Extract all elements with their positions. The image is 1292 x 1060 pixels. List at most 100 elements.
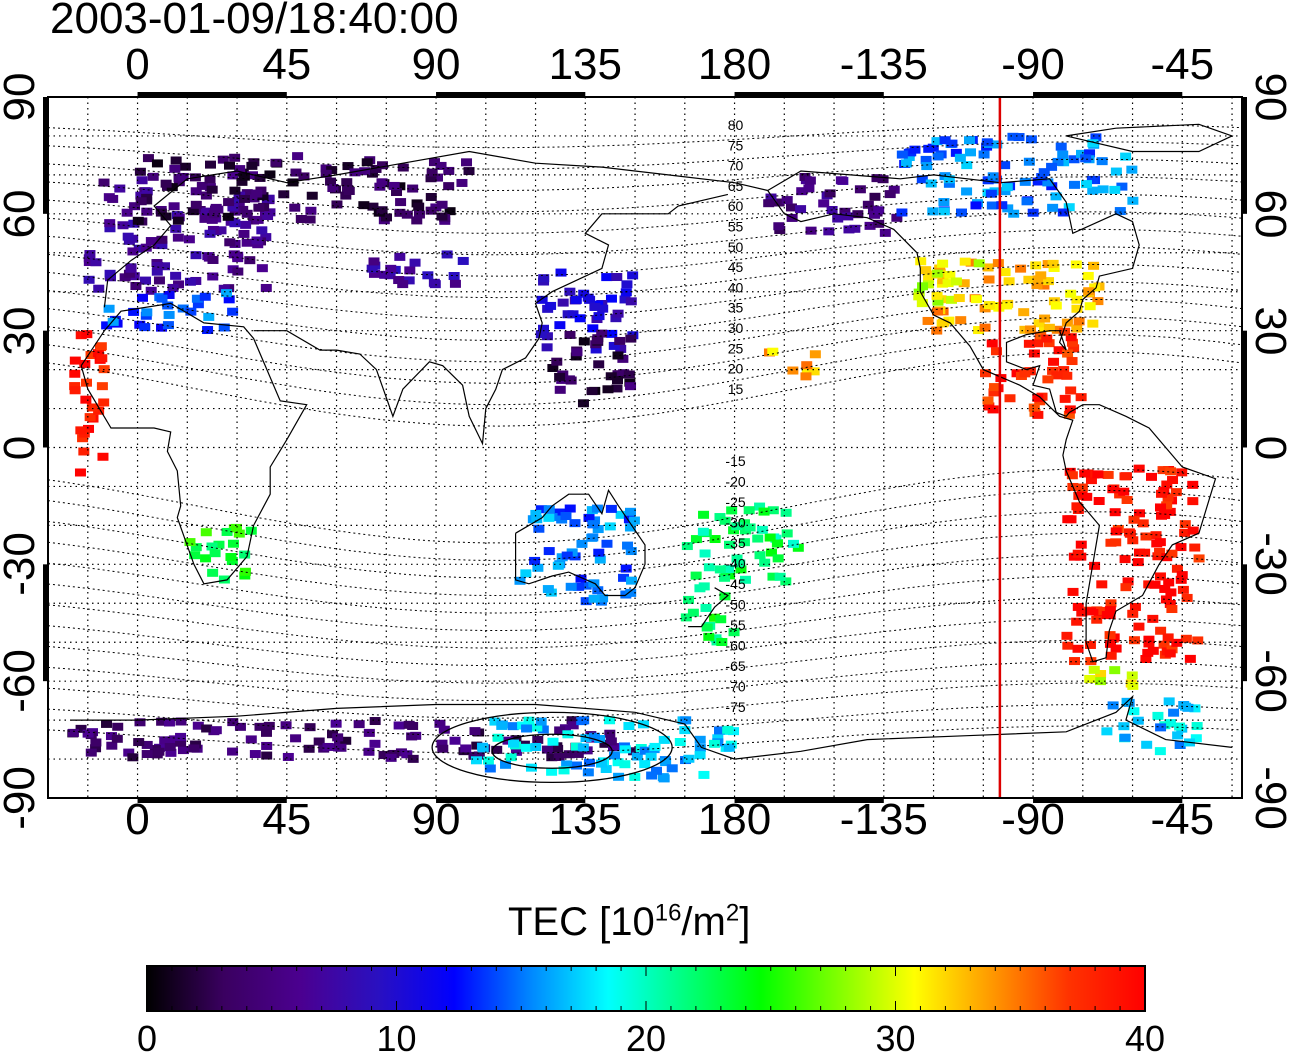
tec-cell	[156, 241, 168, 250]
tec-cell	[699, 549, 711, 558]
tec-cell	[999, 187, 1011, 196]
tec-cell	[1076, 149, 1088, 158]
tec-cell	[1171, 564, 1183, 573]
tec-cell	[489, 717, 501, 726]
tec-cell	[190, 187, 202, 196]
tec-cell	[173, 178, 185, 187]
tec-cell	[366, 264, 378, 273]
tec-cell	[541, 343, 553, 352]
tec-cell	[923, 144, 935, 153]
tec-cell	[90, 738, 102, 747]
tec-cell	[628, 516, 640, 525]
tec-cell	[715, 615, 727, 624]
tec-cell	[832, 214, 844, 223]
tec-cell	[917, 282, 929, 291]
tec-cell	[787, 366, 799, 375]
tec-cell	[1191, 722, 1203, 731]
tec-cell	[85, 351, 97, 360]
tec-cell	[932, 307, 944, 316]
tec-cell	[657, 773, 669, 782]
tec-cell	[623, 370, 635, 379]
tec-cell	[1030, 261, 1042, 270]
tec-cell	[801, 361, 813, 370]
tec-cell	[192, 721, 204, 730]
tec-cell	[1155, 626, 1167, 635]
tec-cell	[75, 426, 87, 435]
tec-cell	[938, 318, 950, 327]
magnetic-latitude-curve	[47, 725, 1243, 754]
tec-cell	[944, 270, 956, 279]
tec-cell	[1008, 209, 1020, 218]
tec-cell	[1120, 583, 1132, 592]
tec-cell	[601, 273, 613, 282]
tec-cell	[580, 581, 592, 590]
coastline	[688, 587, 729, 628]
colorbar-tick-label: 40	[1124, 1018, 1166, 1059]
tec-cell	[172, 216, 184, 225]
tec-cell	[1123, 528, 1135, 537]
tec-cell	[82, 729, 94, 738]
tec-cell	[1149, 580, 1161, 589]
tec-cell	[142, 154, 154, 163]
left-latitude-tick-label: -60	[0, 649, 44, 713]
tec-cell	[1165, 588, 1177, 597]
tec-cell	[206, 215, 218, 224]
tec-cell	[1032, 339, 1044, 348]
tec-cell	[1107, 701, 1119, 710]
tec-cell	[780, 577, 792, 586]
tec-cell	[1121, 495, 1133, 504]
tec-cell	[1063, 203, 1075, 212]
tec-cell	[1072, 644, 1084, 653]
tec-cell	[590, 345, 602, 354]
tec-cell	[225, 553, 237, 562]
tec-cell	[436, 200, 448, 209]
tec-cell	[943, 179, 955, 188]
tec-cell	[738, 519, 750, 528]
tec-cell	[409, 258, 421, 267]
tec-cell	[160, 212, 172, 221]
tec-cell	[1038, 281, 1050, 290]
tec-cell	[1168, 708, 1180, 717]
tec-cell	[923, 273, 935, 282]
tec-cell	[731, 554, 743, 563]
top-longitude-tick-label: -90	[1001, 40, 1065, 89]
tec-cell	[156, 235, 168, 244]
tec-cell	[535, 505, 547, 514]
tec-cell	[1080, 180, 1092, 189]
magnetic-latitude-label: 20	[728, 361, 744, 377]
tec-cell	[104, 269, 116, 278]
colorbar-title: TEC [1016/m2]	[508, 899, 751, 944]
magnetic-latitude-label: 80	[728, 117, 744, 133]
tec-cell	[1110, 527, 1122, 536]
tec-cell	[541, 332, 553, 341]
tec-cell	[961, 187, 973, 196]
tec-cell	[719, 516, 731, 525]
tec-cell	[1128, 707, 1140, 716]
tec-cell	[135, 197, 147, 206]
tec-cell	[879, 228, 891, 237]
top-longitude-tick-label: -135	[839, 40, 928, 89]
tec-cell	[69, 369, 81, 378]
tec-cell	[227, 203, 239, 212]
tec-cell	[884, 190, 896, 199]
tec-cell	[199, 292, 211, 301]
tec-cell	[90, 744, 102, 753]
tec-cell	[432, 173, 444, 182]
tec-cell	[190, 543, 202, 552]
tec-cell	[545, 301, 557, 310]
tec-cell	[374, 182, 386, 191]
tec-cell	[1059, 394, 1071, 403]
tec-cell	[1088, 261, 1100, 270]
tec-cell	[554, 508, 566, 517]
tec-cell	[238, 229, 250, 238]
tec-cell	[1176, 571, 1188, 580]
tec-cell	[1002, 204, 1014, 213]
tec-cell	[1048, 263, 1060, 272]
tec-cell	[224, 238, 236, 247]
tec-cell	[422, 271, 434, 280]
tec-cell	[953, 294, 965, 303]
tec-cell	[1094, 677, 1106, 686]
coastline	[1066, 123, 1234, 153]
tec-cell	[523, 716, 535, 725]
tec-cell	[1071, 502, 1083, 511]
